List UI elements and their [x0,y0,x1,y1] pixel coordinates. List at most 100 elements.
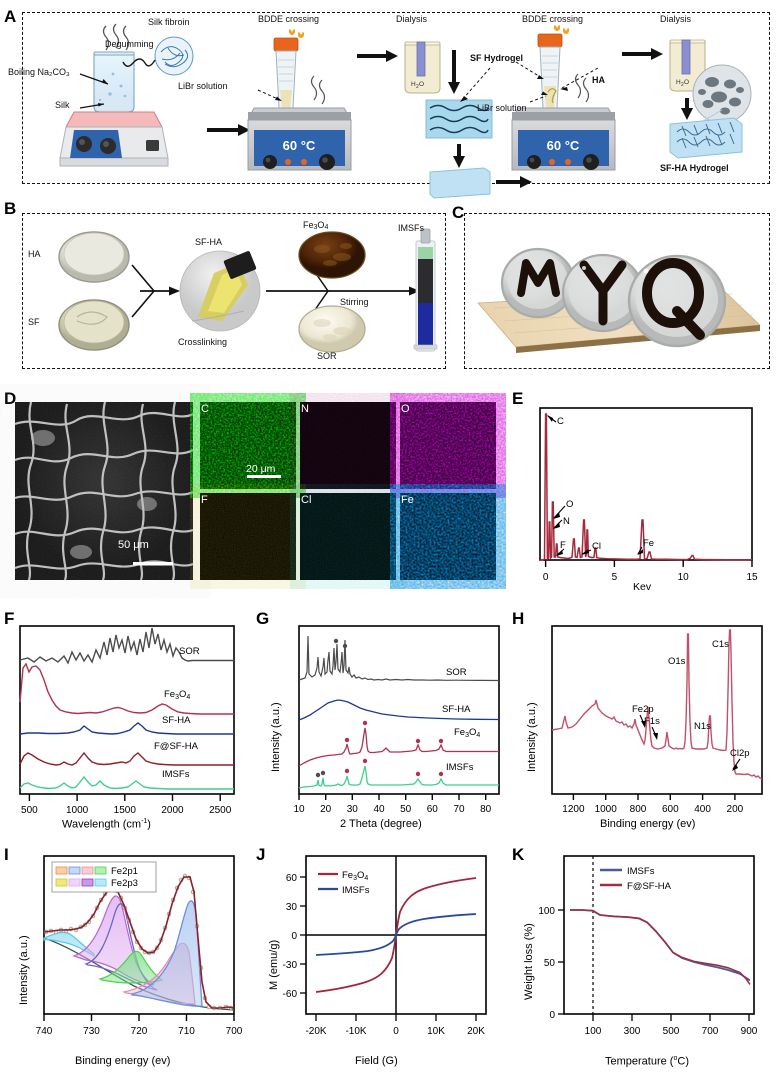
map-label-fe: Fe [401,494,414,506]
svg-text:10: 10 [293,804,305,815]
panel-b-box [22,213,446,369]
svg-text:O1s: O1s [668,656,686,667]
svg-text:500: 500 [663,1026,680,1037]
svg-text:20K: 20K [467,1026,485,1037]
svg-text:50: 50 [544,958,556,969]
svg-text:0: 0 [543,572,549,583]
panel-letter-c: C [452,203,465,222]
panel-letter-k: K [512,845,525,864]
svg-text:IMSFs: IMSFs [162,769,190,780]
panel-letter-f: F [4,609,15,628]
label-libr-2: LiBr solution [477,103,527,113]
svg-text:1000: 1000 [595,804,618,815]
svg-text:400: 400 [694,804,711,815]
label-degumming: Degumming [105,39,154,49]
svg-text:2: 2 [681,82,684,88]
svg-text:100: 100 [538,906,555,917]
svg-text:-20K: -20K [305,1026,326,1037]
label-sf-ha-hydrogel: SF-HA Hydrogel [660,163,729,173]
svg-text:F: F [560,540,566,551]
svg-text:C: C [557,416,564,427]
svg-text:200: 200 [727,804,744,815]
label-bdde-1: BDDE crossing [258,14,320,24]
svg-text:-30: -30 [283,960,298,971]
chart-h-xps: 1200 1000 800 600 400 200 O1s C1s N1s Fe… [551,625,763,815]
label-sf-hydrogel: SF Hydrogel [470,53,524,63]
svg-text:IMSFs: IMSFs [446,762,474,773]
chart-k-xlabel: Temperature (oC) [605,1055,689,1068]
label-bdde-2: BDDE crossing [522,14,584,24]
chart-f-ftir: 500 1000 1500 2000 2500 SOR Fe3O4 SF-HA … [19,625,235,816]
label-dialysis-2: Dialysis [660,14,692,24]
svg-text:SOR: SOR [446,667,467,678]
svg-text:1000: 1000 [66,805,89,816]
svg-text:40: 40 [373,804,385,815]
chart-g-ylabel: Intensity (a.u.) [270,702,282,772]
svg-text:800: 800 [630,804,647,815]
svg-text:5: 5 [612,572,618,583]
panel-c-box [464,213,770,369]
svg-text:O: O [419,81,424,88]
map-scalebar-label: 20 μm [246,463,276,475]
svg-text:500: 500 [21,805,38,816]
panel-letter-j: J [256,845,266,864]
svg-text:N1s: N1s [694,721,711,732]
svg-text:60: 60 [427,804,439,815]
chart-h-xlabel: Binding energy (ev) [600,818,696,830]
elemental-maps [200,402,496,580]
chart-j-vsm: 60 30 0 -30 -60 -20K -10K 0 10K 20K Fe3O… [283,855,487,1037]
svg-text:1500: 1500 [114,805,137,816]
svg-text:20: 20 [320,804,332,815]
svg-text:60: 60 [286,873,298,884]
chart-e-eds: 0 5 10 15 C O N F Cl Fe [539,407,758,583]
panel-a-box [22,12,770,184]
chart-j-xlabel: Field (G) [355,1055,398,1067]
svg-text:0: 0 [393,1026,399,1037]
svg-text:SF-HA: SF-HA [162,715,191,726]
panel-letter-h: H [512,609,525,628]
chart-k-tga: 100 50 0 100 300 500 700 900 IMSFs F@SF-… [538,855,758,1037]
chart-i-xlabel: Binding energy (ev) [75,1055,171,1067]
svg-text:2: 2 [416,84,419,90]
panel-letter-g: G [256,609,270,628]
map-label-c: C [201,403,209,415]
svg-text:100: 100 [585,1026,602,1037]
label-imsfs-b: IMSFs [398,223,424,233]
panel-c-photo [477,247,761,353]
svg-text:700: 700 [702,1026,719,1037]
map-label-cl: Cl [301,494,312,506]
panel-letter-a: A [4,7,17,26]
chart-k-ylabel: Weight loss (%) [523,923,535,1000]
svg-text:15: 15 [746,572,758,583]
chart-j-ylabel: M (emu/g) [268,939,280,990]
svg-text:710: 710 [178,1026,195,1037]
label-dialysis-1: Dialysis [396,14,428,24]
label-sor-b: SOR [317,351,337,361]
label-boiling: Boiling Na₂CO₃ [8,67,70,77]
svg-text:50: 50 [400,804,412,815]
svg-text:Fe: Fe [643,538,654,549]
svg-text:2500: 2500 [209,805,232,816]
chart-g-xrd: 10 20 30 40 50 60 70 80 SOR SF-HA Fe3O4 … [293,625,500,815]
svg-text:H: H [411,81,416,88]
label-silk-fibroin: Silk fibroin [148,17,190,27]
svg-text:IMSFs: IMSFs [342,885,370,896]
svg-text:N: N [563,516,570,527]
svg-text:Cl2p: Cl2p [730,748,750,759]
label-crosslinking: Crosslinking [178,337,228,347]
svg-text:30: 30 [286,902,298,913]
svg-text:F1s: F1s [644,716,660,727]
svg-text:720: 720 [131,1026,148,1037]
panel-letter-e: E [512,389,524,408]
svg-text:600: 600 [662,804,679,815]
svg-text:Fe3O4: Fe3O4 [342,870,368,882]
label-b-ha: HA [28,249,41,259]
svg-text:Fe3O4: Fe3O4 [454,727,480,739]
svg-text:1200: 1200 [562,804,585,815]
panel-letter-b: B [4,199,17,218]
svg-text:SF-HA: SF-HA [442,704,471,715]
svg-text:10K: 10K [427,1026,445,1037]
svg-text:700: 700 [226,1026,243,1037]
chart-i-fe2p: Fe2p1 Fe2p3 740 730 720 710 700 [36,855,243,1037]
